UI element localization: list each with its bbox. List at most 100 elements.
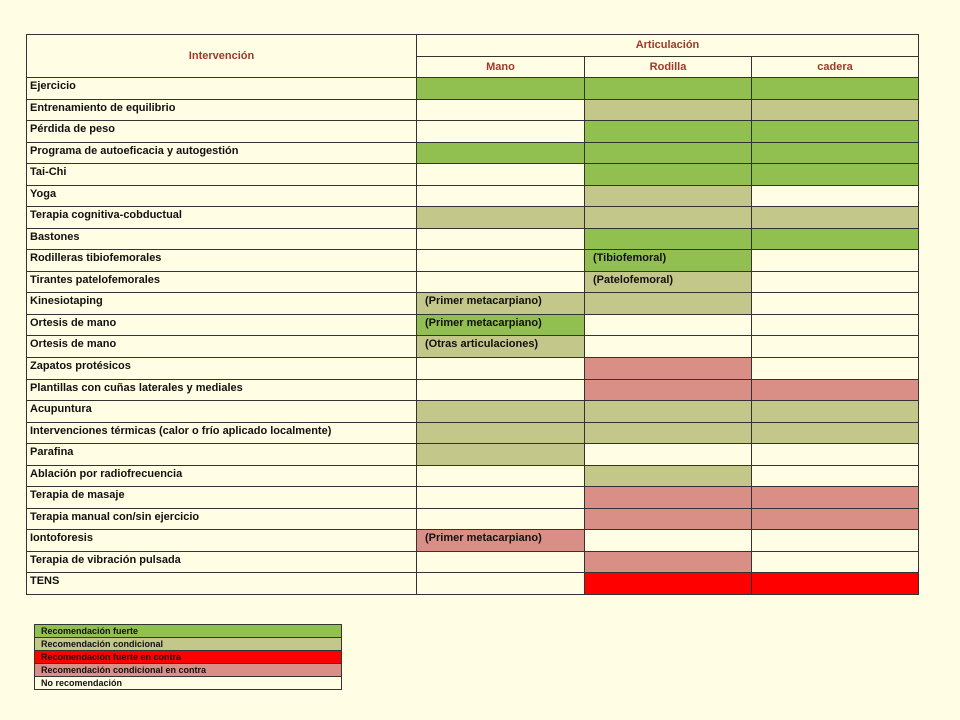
row-label: TENS [26,572,417,595]
cell [416,422,585,444]
row-label: Tai-Chi [26,163,417,186]
cell [584,335,752,358]
cell [751,572,919,595]
row-label: Ablación por radiofrecuencia [26,465,417,487]
row-label: Plantillas con cuñas laterales y mediale… [26,379,417,401]
cell [584,99,752,121]
cell: (Primer metacarpiano) [416,314,585,336]
cell [584,572,752,595]
row-label: Terapia manual con/sin ejercicio [26,508,417,530]
cell [751,99,919,121]
cell [416,400,585,423]
cell [751,335,919,358]
column-header: Rodilla [584,56,752,78]
cell [416,379,585,401]
cell: (Primer metacarpiano) [416,529,585,552]
row-label: Tirantes patelofemorales [26,271,417,293]
legend-entry: Recomendación condicional en contra [34,663,342,677]
cell [584,551,752,573]
cell [751,443,919,466]
cell [584,292,752,315]
cell: (Otras articulaciones) [416,335,585,358]
row-label: Acupuntura [26,400,417,423]
cell [751,400,919,423]
cell [416,142,585,164]
row-label: Yoga [26,185,417,207]
cell [584,142,752,164]
cell [584,314,752,336]
row-label: Ortesis de mano [26,314,417,336]
cell [416,206,585,229]
row-label: Rodilleras tibiofemorales [26,249,417,272]
row-label: Iontoforesis [26,529,417,552]
row-label: Kinesiotaping [26,292,417,315]
cell: (Patelofemoral) [584,271,752,293]
header-joint: Articulación [416,34,919,57]
cell [751,292,919,315]
legend-entry: No recomendación [34,676,342,690]
cell [416,486,585,509]
cell [751,271,919,293]
legend-entry: Recomendación fuerte [34,624,342,638]
row-label: Ortesis de mano [26,335,417,358]
cell [584,206,752,229]
cell [584,357,752,380]
cell [751,379,919,401]
row-label: Terapia de vibración pulsada [26,551,417,573]
cell [751,206,919,229]
cell [751,120,919,143]
row-label: Entrenamiento de equilibrio [26,99,417,121]
column-header: Mano [416,56,585,78]
column-header: cadera [751,56,919,78]
row-label: Terapia cognitiva-cobductual [26,206,417,229]
row-label: Ejercicio [26,77,417,100]
cell [584,400,752,423]
cell: (Primer metacarpiano) [416,292,585,315]
cell [751,77,919,100]
cell [416,228,585,250]
cell [751,314,919,336]
row-label: Parafina [26,443,417,466]
cell [584,465,752,487]
cell [416,443,585,466]
cell [584,422,752,444]
cell [751,551,919,573]
cell [416,508,585,530]
cell [584,185,752,207]
cell [751,249,919,272]
cell [416,249,585,272]
cell [416,551,585,573]
legend-entry: Recomendación fuerte en contra [34,650,342,664]
cell: (Tibiofemoral) [584,249,752,272]
cell [751,422,919,444]
cell [584,228,752,250]
cell [584,443,752,466]
header-intervention: Intervención [26,34,417,78]
cell [751,508,919,530]
cell [751,486,919,509]
row-label: Bastones [26,228,417,250]
cell [584,508,752,530]
legend-entry: Recomendación condicional [34,637,342,651]
row-label: Zapatos protésicos [26,357,417,380]
cell [584,379,752,401]
cell [584,77,752,100]
cell [416,357,585,380]
cell [584,529,752,552]
cell [584,486,752,509]
cell [416,271,585,293]
cell [751,465,919,487]
cell [751,529,919,552]
cell [751,357,919,380]
cell [416,185,585,207]
cell [751,228,919,250]
row-label: Programa de autoeficacia y autogestión [26,142,417,164]
row-label: Intervenciones térmicas (calor o frío ap… [26,422,417,444]
cell [751,142,919,164]
cell [584,120,752,143]
cell [751,185,919,207]
cell [751,163,919,186]
cell [416,465,585,487]
row-label: Terapia de masaje [26,486,417,509]
